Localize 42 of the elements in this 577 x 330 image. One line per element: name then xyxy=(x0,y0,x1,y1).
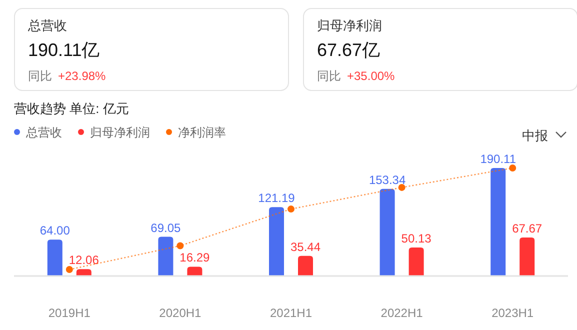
text: 中报 xyxy=(522,128,548,143)
data-label: 69.05 xyxy=(150,220,182,235)
data-label: 50.13 xyxy=(401,232,432,246)
bar xyxy=(490,168,506,276)
text: 67.67亿 xyxy=(317,40,380,60)
text: 归母净利润 xyxy=(317,18,382,33)
legend-label: 净利润率 xyxy=(178,126,226,140)
bar xyxy=(47,240,62,276)
bar xyxy=(380,188,395,276)
bar xyxy=(76,269,92,276)
data-label: 64.00 xyxy=(40,224,70,238)
x-tick-label: 2022H1 xyxy=(380,306,424,320)
data-label: 12.06 xyxy=(68,253,100,268)
point xyxy=(509,164,516,172)
data-label: 67.67 xyxy=(512,222,542,236)
bar xyxy=(187,266,202,276)
text: 190.11亿 xyxy=(28,40,100,60)
text: 同比 xyxy=(28,69,52,83)
text: 同比 xyxy=(317,69,341,83)
chart-title: 营收趋势 单位: 亿元 xyxy=(14,101,129,116)
text: +23.98% xyxy=(58,69,106,83)
bar xyxy=(298,256,313,276)
bar xyxy=(158,236,174,276)
data-label: 121.19 xyxy=(258,191,296,206)
legend-label: 总营收 xyxy=(25,126,62,140)
x-tick-label: 2020H1 xyxy=(159,306,202,320)
point xyxy=(66,266,73,274)
data-label: 16.29 xyxy=(180,250,210,265)
text: +35.00% xyxy=(347,69,396,83)
text: 总营收 xyxy=(27,18,67,33)
bar xyxy=(408,248,424,276)
point xyxy=(288,206,294,213)
point xyxy=(176,242,184,250)
data-label: 35.44 xyxy=(290,240,321,254)
legend-label: 归母净利润 xyxy=(90,126,150,140)
data-label: 153.34 xyxy=(368,172,406,187)
x-tick-label: 2019H1 xyxy=(48,306,91,320)
x-tick-label: 2021H1 xyxy=(270,306,312,320)
x-tick-label: 2023H1 xyxy=(492,306,534,320)
data-label: 190.11 xyxy=(480,152,516,166)
bar xyxy=(520,238,535,276)
bar xyxy=(269,207,284,276)
